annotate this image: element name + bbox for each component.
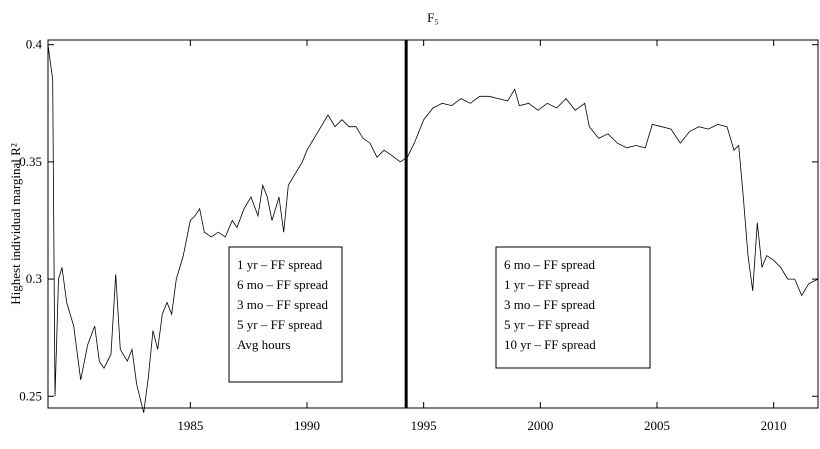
y-tick-label: 0.35 xyxy=(19,154,42,169)
annotation-line: 10 yr – FF spread xyxy=(504,337,596,352)
x-tick-label: 1995 xyxy=(411,418,437,433)
y-tick-label: 0.3 xyxy=(26,271,42,286)
x-tick-label: 1990 xyxy=(294,418,320,433)
x-tick-label: 2000 xyxy=(527,418,553,433)
annotation-line: 5 yr – FF spread xyxy=(237,317,323,332)
plot-frame xyxy=(47,39,819,409)
annotation-line: 3 mo – FF spread xyxy=(504,297,596,312)
x-tick-label: 2005 xyxy=(644,418,670,433)
annotation-line: 1 yr – FF spread xyxy=(237,257,323,272)
annotation-box xyxy=(495,246,651,369)
y-tick-label: 0.4 xyxy=(26,37,43,52)
annotation-line: 1 yr – FF spread xyxy=(504,277,590,292)
chart-title: F₅ xyxy=(427,10,439,25)
y-tick-label: 0.25 xyxy=(19,388,42,403)
x-tick-label: 2010 xyxy=(761,418,787,433)
annotation-line: Avg hours xyxy=(237,337,291,352)
annotation-line: 6 mo – FF spread xyxy=(237,277,329,292)
annotation-line: 5 yr – FF spread xyxy=(504,317,590,332)
data-line xyxy=(47,44,819,413)
y-axis-label: Highest individual marginal R² xyxy=(8,143,23,305)
annotation-line: 3 mo – FF spread xyxy=(237,297,329,312)
x-tick-label: 1985 xyxy=(177,418,203,433)
annotation-line: 6 mo – FF spread xyxy=(504,257,596,272)
annotation-box xyxy=(228,246,343,383)
